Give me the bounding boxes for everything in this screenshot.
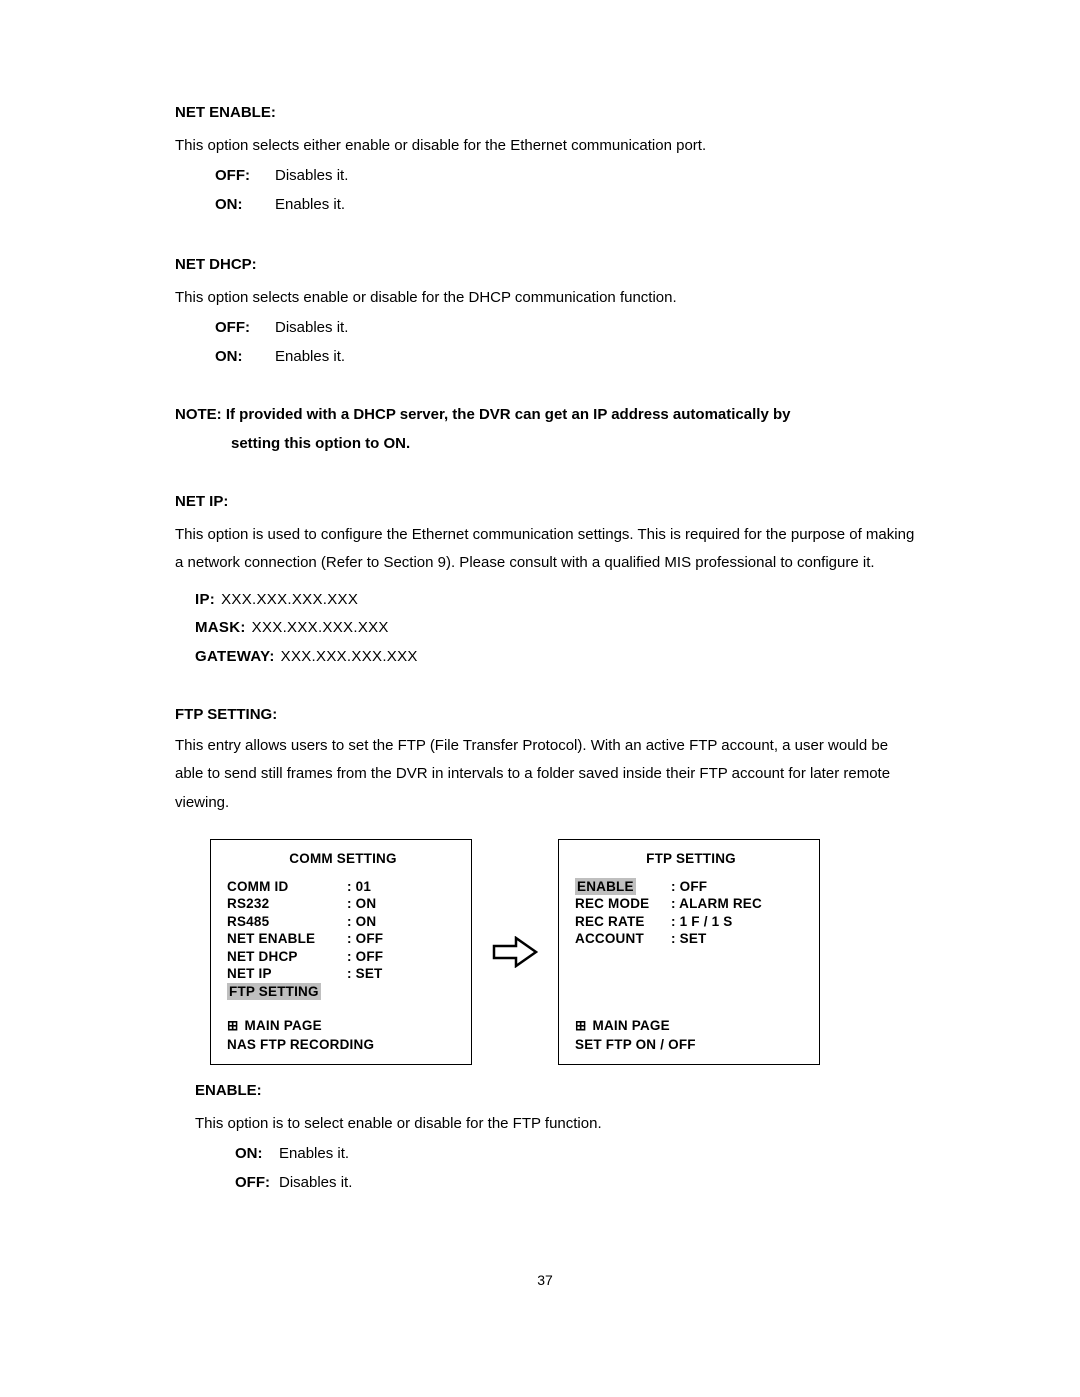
netip-key: GATEWAY:	[195, 643, 275, 672]
section-title-net-enable: NET ENABLE:	[175, 99, 915, 128]
option-row: ON: Enables it.	[235, 1140, 915, 1169]
option-value: Disables it.	[279, 1169, 352, 1198]
menu-label: NET DHCP	[227, 948, 347, 966]
menu-row-highlight: ENABLE : OFF	[575, 878, 807, 896]
option-row: OFF: Disables it.	[215, 314, 915, 343]
option-value: Enables it.	[275, 191, 345, 220]
menu-row: REC MODE: ALARM REC	[575, 895, 807, 913]
menu-row: REC RATE: 1 F / 1 S	[575, 913, 807, 931]
box-bottom: ⊞ MAIN PAGE NAS FTP RECORDING	[227, 1017, 459, 1054]
section-title-ftp-setting: FTP SETTING:	[175, 701, 915, 730]
option-row: ON: Enables it.	[215, 191, 915, 220]
note-line2: setting this option to ON.	[231, 430, 915, 459]
menu-value: : 01	[347, 878, 371, 896]
option-list: OFF: Disables it. ON: Enables it.	[215, 162, 915, 219]
highlight: ENABLE	[575, 878, 636, 896]
box-footer-line2: NAS FTP RECORDING	[227, 1036, 459, 1054]
netip-row: IP: XXX.XXX.XXX.XXX	[195, 586, 915, 615]
netip-value: XXX.XXX.XXX.XXX	[252, 614, 389, 643]
netip-key: IP:	[195, 586, 215, 615]
option-key: OFF:	[215, 314, 275, 343]
option-key: OFF:	[235, 1169, 279, 1198]
menu-row: NET ENABLE: OFF	[227, 930, 459, 948]
ftp-setting-box: FTP SETTING ENABLE : OFF REC MODE: ALARM …	[558, 839, 820, 1065]
menu-label: REC MODE	[575, 895, 671, 913]
menu-label: ENABLE	[575, 878, 671, 896]
section-title-enable: ENABLE:	[195, 1077, 915, 1106]
menu-label: NET ENABLE	[227, 930, 347, 948]
netip-row: MASK: XXX.XXX.XXX.XXX	[195, 614, 915, 643]
menu-value: : OFF	[347, 930, 383, 948]
menu-label: FTP SETTING	[227, 983, 347, 1001]
menu-boxes-wrap: COMM SETTING COMM ID: 01 RS232: ON RS485…	[210, 839, 915, 1065]
netip-row: GATEWAY: XXX.XXX.XXX.XXX	[195, 643, 915, 672]
option-key: ON:	[215, 191, 275, 220]
box-footer-line2: SET FTP ON / OFF	[575, 1036, 807, 1054]
netip-list: IP: XXX.XXX.XXX.XXX MASK: XXX.XXX.XXX.XX…	[195, 586, 915, 672]
menu-value: : ON	[347, 895, 376, 913]
menu-row-highlight: FTP SETTING	[227, 983, 459, 1001]
menu-value: : ON	[347, 913, 376, 931]
menu-label: NET IP	[227, 965, 347, 983]
main-page-label: MAIN PAGE	[245, 1017, 322, 1035]
menu-value: : SET	[347, 965, 383, 983]
main-page-row: ⊞ MAIN PAGE	[575, 1017, 807, 1035]
menu-row: ACCOUNT: SET	[575, 930, 807, 948]
main-page-label: MAIN PAGE	[593, 1017, 670, 1035]
menu-label: COMM ID	[227, 878, 347, 896]
section-desc: This entry allows users to set the FTP (…	[175, 732, 915, 818]
section-desc: This option selects either enable or dis…	[175, 132, 915, 161]
option-key: ON:	[215, 343, 275, 372]
option-list: ON: Enables it. OFF: Disables it.	[235, 1140, 915, 1197]
section-desc: This option is used to configure the Eth…	[175, 521, 915, 578]
option-value: Enables it.	[275, 343, 345, 372]
option-list: OFF: Disables it. ON: Enables it.	[215, 314, 915, 371]
option-value: Disables it.	[275, 162, 348, 191]
arrow-right-icon	[490, 936, 540, 968]
highlight: FTP SETTING	[227, 983, 321, 1001]
main-page-icon: ⊞	[575, 1017, 587, 1035]
menu-value: : OFF	[671, 878, 707, 896]
menu-row: RS485: ON	[227, 913, 459, 931]
menu-row: COMM ID: 01	[227, 878, 459, 896]
menu-label: RS232	[227, 895, 347, 913]
section-desc: This option selects enable or disable fo…	[175, 284, 915, 313]
option-value: Disables it.	[275, 314, 348, 343]
section-title-net-dhcp: NET DHCP:	[175, 251, 915, 280]
menu-row: RS232: ON	[227, 895, 459, 913]
comm-setting-box: COMM SETTING COMM ID: 01 RS232: ON RS485…	[210, 839, 472, 1065]
netip-value: XXX.XXX.XXX.XXX	[281, 643, 418, 672]
option-row: OFF: Disables it.	[215, 162, 915, 191]
netip-value: XXX.XXX.XXX.XXX	[221, 586, 358, 615]
menu-row: NET IP: SET	[227, 965, 459, 983]
menu-value: : ALARM REC	[671, 895, 762, 913]
option-key: ON:	[235, 1140, 279, 1169]
menu-value: : OFF	[347, 948, 383, 966]
page-number: 37	[175, 1267, 915, 1294]
option-key: OFF:	[215, 162, 275, 191]
option-value: Enables it.	[279, 1140, 349, 1169]
section-title-net-ip: NET IP:	[175, 488, 915, 517]
menu-value: : 1 F / 1 S	[671, 913, 732, 931]
main-page-icon: ⊞	[227, 1017, 239, 1035]
menu-row: NET DHCP: OFF	[227, 948, 459, 966]
netip-key: MASK:	[195, 614, 246, 643]
section-desc: This option is to select enable or disab…	[195, 1110, 915, 1139]
box-title: COMM SETTING	[227, 850, 459, 868]
box-bottom: ⊞ MAIN PAGE SET FTP ON / OFF	[575, 1017, 807, 1054]
menu-label: ACCOUNT	[575, 930, 671, 948]
main-page-row: ⊞ MAIN PAGE	[227, 1017, 459, 1035]
menu-label: RS485	[227, 913, 347, 931]
option-row: ON: Enables it.	[215, 343, 915, 372]
menu-label: REC RATE	[575, 913, 671, 931]
document-page: NET ENABLE: This option selects either e…	[0, 0, 1080, 1334]
box-title: FTP SETTING	[575, 850, 807, 868]
note-line1: NOTE: If provided with a DHCP server, th…	[175, 401, 915, 430]
menu-value: : SET	[671, 930, 707, 948]
option-row: OFF: Disables it.	[235, 1169, 915, 1198]
